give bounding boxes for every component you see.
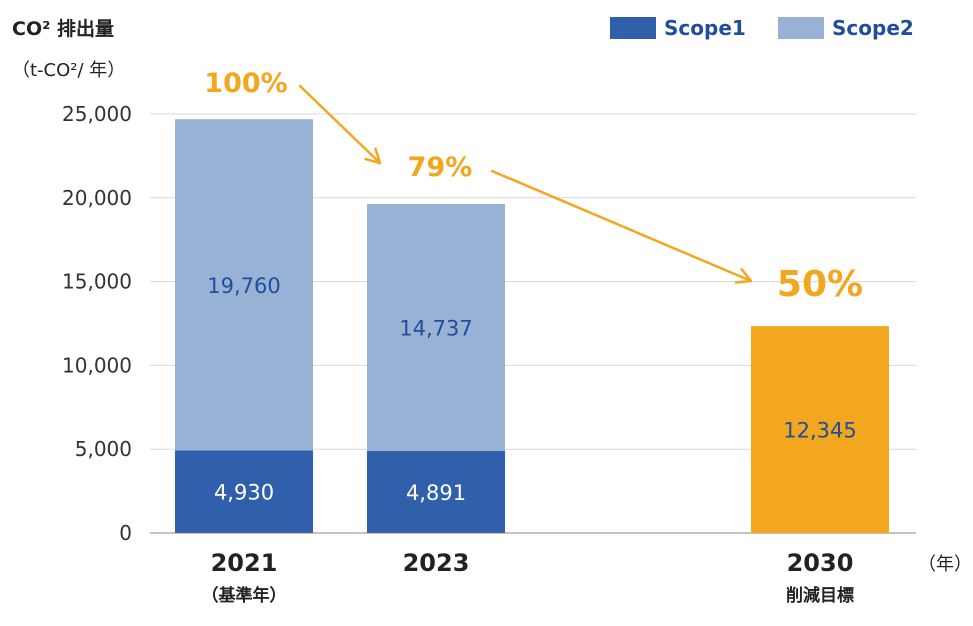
trend-arrow-head bbox=[734, 267, 753, 284]
trend-arrow-line bbox=[298, 84, 382, 165]
x-tick-sublabel: 削減目標 bbox=[786, 585, 854, 606]
y-tick-label: 5,000 bbox=[75, 437, 132, 461]
y-axis-unit: （t-CO²/ 年） bbox=[12, 60, 126, 81]
legend-swatch-scope2 bbox=[778, 17, 824, 39]
legend-label-scope2: Scope2 bbox=[832, 16, 914, 40]
y-tick-label: 0 bbox=[119, 521, 132, 545]
x-axis-unit: （年） bbox=[918, 554, 972, 575]
percentage-label: 50% bbox=[777, 264, 863, 305]
percentage-label: 79% bbox=[408, 152, 473, 183]
trend-arrow-line bbox=[490, 169, 753, 283]
x-tick-label: 2030 bbox=[787, 549, 854, 577]
y-tick-label: 20,000 bbox=[62, 186, 132, 210]
bar-scope1-2021 bbox=[175, 450, 313, 533]
data-label: 19,760 bbox=[207, 274, 280, 298]
legend-item-scope2: Scope2 bbox=[778, 14, 914, 42]
x-tick-label: 2023 bbox=[403, 549, 470, 577]
legend-swatch-scope1 bbox=[610, 17, 656, 39]
data-label: 4,891 bbox=[406, 481, 466, 505]
data-label: 14,737 bbox=[399, 317, 472, 341]
y-tick-label: 10,000 bbox=[62, 353, 132, 377]
y-axis-title: CO² 排出量 bbox=[12, 18, 115, 40]
data-label: 4,930 bbox=[214, 481, 274, 505]
bar-scope2-2023 bbox=[367, 204, 505, 452]
y-tick-label: 25,000 bbox=[62, 102, 132, 126]
bar-scope1-2023 bbox=[367, 451, 505, 533]
x-tick-label: 2021 bbox=[211, 549, 278, 577]
bar-target-2030 bbox=[751, 326, 889, 533]
legend-item-scope1: Scope1 bbox=[610, 14, 746, 42]
trend-arrow-head bbox=[364, 147, 382, 165]
data-label: 12,345 bbox=[783, 419, 856, 443]
x-tick-sublabel: （基準年） bbox=[202, 585, 287, 606]
bar-scope2-2021 bbox=[175, 119, 313, 451]
legend-label-scope1: Scope1 bbox=[664, 16, 746, 40]
y-tick-label: 15,000 bbox=[62, 270, 132, 294]
percentage-label: 100% bbox=[204, 68, 287, 99]
